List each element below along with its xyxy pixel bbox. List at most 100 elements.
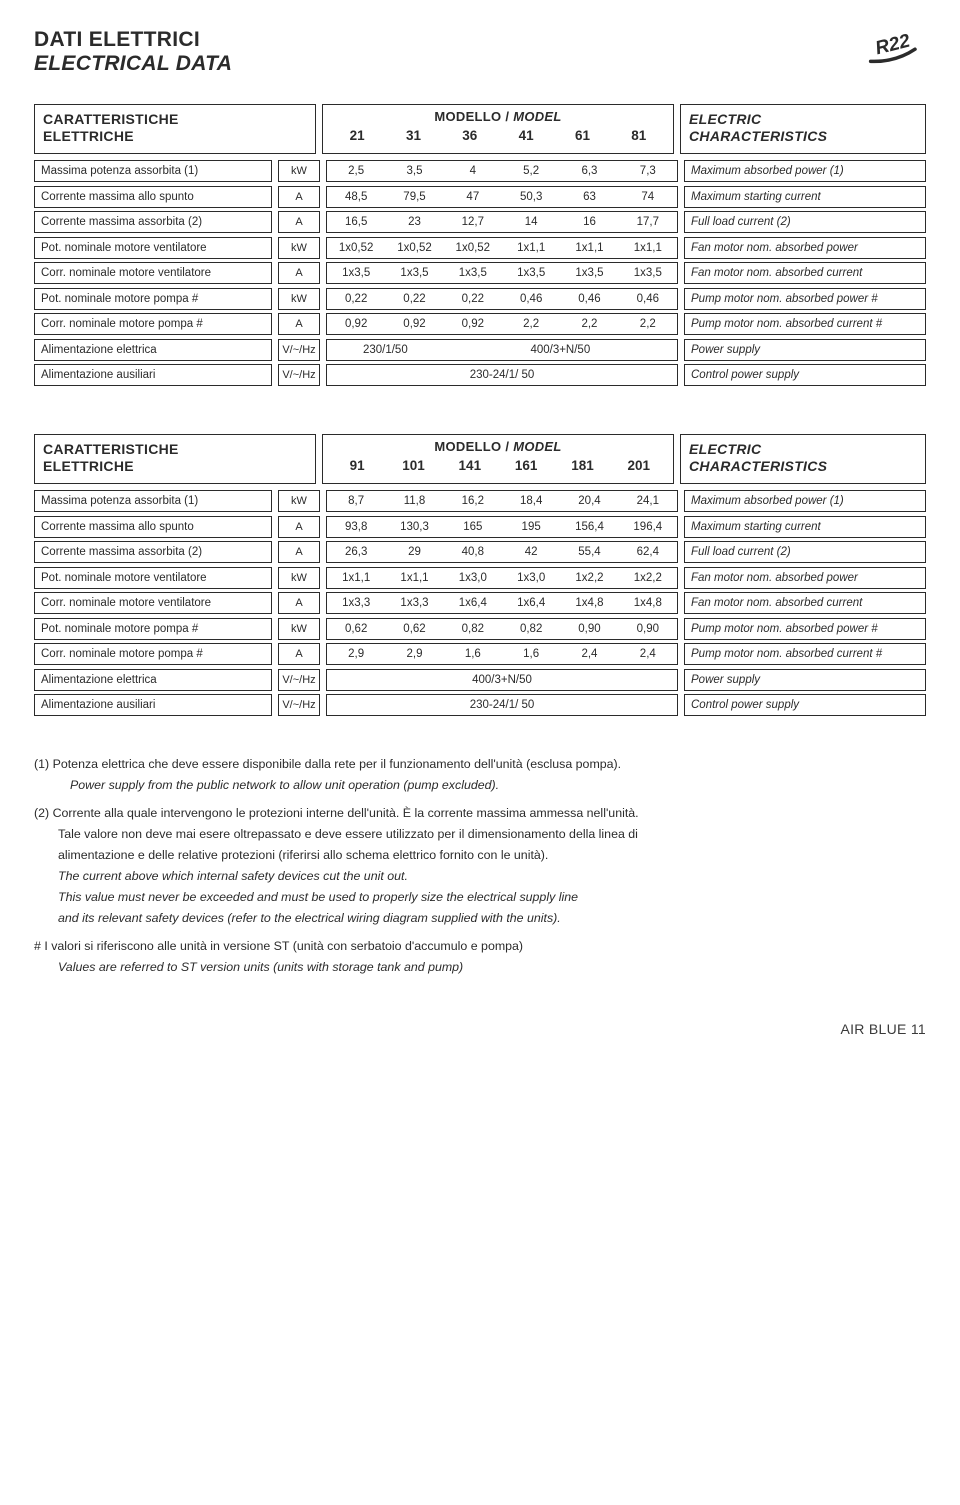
row-unit: A	[278, 211, 320, 233]
left-header-line2: ELETTRICHE	[43, 458, 307, 476]
row-values: 26,32940,84255,462,4	[326, 541, 678, 563]
row-label: Corr. nominale motore ventilatore	[34, 592, 272, 614]
row-desc-en: Maximum starting current	[684, 186, 926, 208]
row-label: Pot. nominale motore ventilatore	[34, 567, 272, 589]
left-header: CARATTERISTICHE ELETTRICHE	[34, 104, 316, 154]
row-unit: kW	[278, 618, 320, 640]
note-2a: (2) Corrente alla quale intervengono le …	[34, 805, 926, 823]
r22-badge-icon: R22	[862, 30, 920, 66]
row-unit: V/~/Hz	[278, 669, 320, 691]
row-desc-en: Full load current (2)	[684, 211, 926, 233]
row-desc-en: Fan motor nom. absorbed power	[684, 567, 926, 589]
row-values: 230-24/1/ 50	[326, 364, 678, 386]
row-desc-en: Control power supply	[684, 364, 926, 386]
left-header-line1: CARATTERISTICHE	[43, 111, 307, 129]
row-values: 1x3,31x3,31x6,41x6,41x4,81x4,8	[326, 592, 678, 614]
row-values: 0,620,620,820,820,900,90	[326, 618, 678, 640]
row-label: Alimentazione elettrica	[34, 339, 272, 361]
row-unit: V/~/Hz	[278, 694, 320, 716]
note-2c: alimentazione e delle relative protezion…	[34, 847, 926, 865]
row-values: 8,711,816,218,420,424,1	[326, 490, 678, 512]
note-2f: and its relevant safety devices (refer t…	[34, 910, 926, 928]
model-col: 201	[611, 458, 667, 473]
footnotes: (1) Potenza elettrica che deve essere di…	[34, 756, 926, 977]
row-label: Corr. nominale motore pompa #	[34, 643, 272, 665]
model-col: 21	[329, 128, 385, 143]
page-footer: AIR BLUE 11	[34, 1021, 926, 1037]
mid-title-b: MODEL	[513, 439, 561, 454]
row-label: Alimentazione ausiliari	[34, 694, 272, 716]
row-unit: A	[278, 186, 320, 208]
row-values: 48,579,54750,36374	[326, 186, 678, 208]
row-label: Alimentazione elettrica	[34, 669, 272, 691]
model-col: 36	[442, 128, 498, 143]
row-label: Pot. nominale motore pompa #	[34, 618, 272, 640]
note-hash-en: Values are referred to ST version units …	[34, 959, 926, 977]
right-header: ELECTRIC CHARACTERISTICS	[680, 104, 926, 154]
row-values: 1x1,11x1,11x3,01x3,01x2,21x2,2	[326, 567, 678, 589]
mid-title-a: MODELLO /	[434, 439, 513, 454]
row-values: 1x3,51x3,51x3,51x3,51x3,51x3,5	[326, 262, 678, 284]
model-col: 161	[498, 458, 554, 473]
row-desc-en: Maximum absorbed power (1)	[684, 160, 926, 182]
model-col: 91	[329, 458, 385, 473]
row-desc-en: Pump motor nom. absorbed power #	[684, 618, 926, 640]
mid-header: MODELLO / MODEL 91 101 141 161 181 201	[322, 434, 674, 484]
model-col: 81	[611, 128, 667, 143]
row-values: 2,92,91,61,62,42,4	[326, 643, 678, 665]
row-values: 2,53,545,26,37,3	[326, 160, 678, 182]
row-desc-en: Power supply	[684, 339, 926, 361]
row-unit: A	[278, 541, 320, 563]
left-header-line2: ELETTRICHE	[43, 128, 307, 146]
row-label: Corr. nominale motore pompa #	[34, 313, 272, 335]
row-desc-en: Pump motor nom. absorbed current #	[684, 313, 926, 335]
row-values: 0,220,220,220,460,460,46	[326, 288, 678, 310]
right-header-line2: CHARACTERISTICS	[689, 128, 917, 146]
row-desc-en: Control power supply	[684, 694, 926, 716]
right-header: ELECTRIC CHARACTERISTICS	[680, 434, 926, 484]
note-hash-it: # I valori si riferiscono alle unità in …	[34, 938, 926, 956]
row-desc-en: Full load current (2)	[684, 541, 926, 563]
row-label: Corr. nominale motore ventilatore	[34, 262, 272, 284]
row-values: 93,8130,3165195156,4196,4	[326, 516, 678, 538]
row-unit: V/~/Hz	[278, 339, 320, 361]
row-desc-en: Fan motor nom. absorbed current	[684, 262, 926, 284]
note-1-en: Power supply from the public network to …	[34, 777, 926, 795]
note-2d: The current above which internal safety …	[34, 868, 926, 886]
mid-header: MODELLO / MODEL 21 31 36 41 61 81	[322, 104, 674, 154]
row-unit: kW	[278, 160, 320, 182]
row-desc-en: Pump motor nom. absorbed current #	[684, 643, 926, 665]
row-values: 0,920,920,922,22,22,2	[326, 313, 678, 335]
row-values: 230/1/50400/3+N/50	[326, 339, 678, 361]
row-label: Corrente massima assorbita (2)	[34, 211, 272, 233]
table-2: CARATTERISTICHE ELETTRICHE MODELLO / MOD…	[34, 434, 926, 484]
row-values: 400/3+N/50	[326, 669, 678, 691]
model-col: 181	[554, 458, 610, 473]
note-2e: This value must never be exceeded and mu…	[34, 889, 926, 907]
row-label: Massima potenza assorbita (1)	[34, 160, 272, 182]
right-header-line2: CHARACTERISTICS	[689, 458, 917, 476]
row-unit: A	[278, 262, 320, 284]
row-unit: A	[278, 516, 320, 538]
row-values: 1x0,521x0,521x0,521x1,11x1,11x1,1	[326, 237, 678, 259]
note-2b: Tale valore non deve mai esere oltrepass…	[34, 826, 926, 844]
mid-title-a: MODELLO /	[434, 109, 513, 124]
row-unit: kW	[278, 490, 320, 512]
row-unit: V/~/Hz	[278, 364, 320, 386]
row-desc-en: Pump motor nom. absorbed power #	[684, 288, 926, 310]
model-col: 61	[554, 128, 610, 143]
model-col: 31	[385, 128, 441, 143]
row-values: 16,52312,7141617,7	[326, 211, 678, 233]
row-desc-en: Fan motor nom. absorbed current	[684, 592, 926, 614]
right-header-line1: ELECTRIC	[689, 441, 917, 459]
left-header: CARATTERISTICHE ELETTRICHE	[34, 434, 316, 484]
right-header-line1: ELECTRIC	[689, 111, 917, 129]
row-desc-en: Maximum absorbed power (1)	[684, 490, 926, 512]
row-label: Corrente massima allo spunto	[34, 186, 272, 208]
row-label: Alimentazione ausiliari	[34, 364, 272, 386]
row-label: Corrente massima allo spunto	[34, 516, 272, 538]
table-1: CARATTERISTICHE ELETTRICHE MODELLO / MOD…	[34, 104, 926, 154]
row-unit: kW	[278, 567, 320, 589]
row-label: Pot. nominale motore ventilatore	[34, 237, 272, 259]
row-desc-en: Power supply	[684, 669, 926, 691]
